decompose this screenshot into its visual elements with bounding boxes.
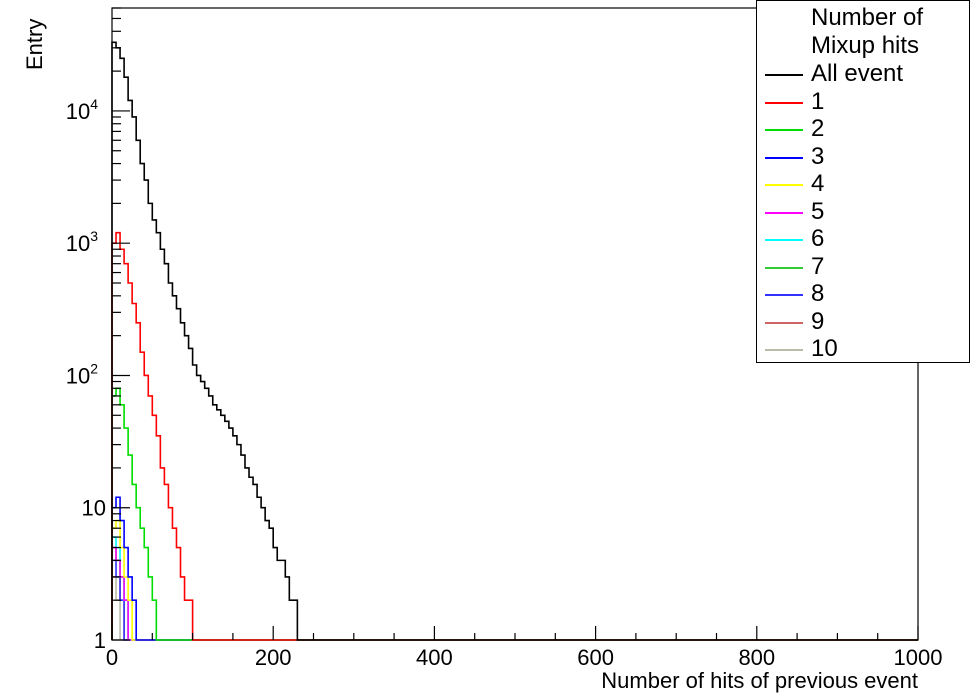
legend-entry: 9 (765, 307, 965, 336)
legend-label: All event (811, 60, 904, 87)
legend-title-line-1: Number of (811, 4, 924, 31)
legend-swatch (765, 129, 803, 131)
legend: Number of Mixup hits All event 1 2 3 4 5 6 7 8 9 1… (756, 0, 970, 363)
legend-entry: All event (765, 61, 965, 88)
legend-label: 5 (811, 197, 825, 225)
legend-swatch (765, 101, 803, 104)
series-line-8 (111, 559, 918, 641)
series-line-9 (111, 576, 918, 641)
y-axis-label: Entry (22, 18, 47, 70)
legend-swatch (765, 156, 803, 159)
legend-entry: 7 (765, 252, 965, 281)
y-tick-label: 10 (82, 496, 106, 521)
legend-swatch (765, 294, 803, 296)
y-tick-label: 1 (94, 628, 106, 653)
x-tick-label: 0 (106, 645, 118, 670)
y-tick-label: 104 (66, 96, 98, 124)
legend-label: 7 (811, 252, 825, 280)
legend-entry: 5 (765, 197, 965, 226)
series-line-4 (111, 519, 918, 641)
x-tick-label: 200 (255, 645, 292, 670)
series-line-7 (111, 546, 918, 641)
legend-swatch (765, 266, 803, 269)
legend-label: 1 (811, 87, 825, 115)
legend-swatch (765, 184, 803, 186)
series-line-6 (111, 536, 918, 641)
legend-label: 2 (811, 115, 825, 142)
legend-entry: 1 (765, 87, 965, 116)
legend-label: 3 (811, 142, 825, 170)
legend-label: 6 (811, 225, 825, 252)
legend-entry: 4 (765, 171, 965, 198)
y-tick-label: 102 (66, 360, 98, 388)
legend-entry: 8 (765, 281, 965, 308)
legend-label: 10 (811, 335, 838, 362)
series-line-all-event (111, 41, 918, 641)
x-axis-label: Number of hits of previous event (601, 668, 918, 693)
x-tick-label: 600 (577, 645, 614, 670)
legend-label: 9 (811, 307, 825, 335)
legend-label: 4 (811, 170, 825, 197)
legend-entry: 3 (765, 142, 965, 171)
series-line-3 (111, 496, 918, 641)
series-line-10 (111, 576, 918, 641)
legend-swatch (765, 74, 803, 76)
series-line-2 (111, 387, 918, 641)
legend-swatch (765, 211, 803, 214)
x-tick-label: 400 (416, 645, 453, 670)
legend-entry: 10 (765, 336, 965, 363)
legend-title-line-2: Mixup hits (811, 32, 920, 59)
x-tick-label: 1000 (894, 645, 943, 670)
y-tick-label: 103 (66, 228, 98, 256)
legend-swatch (765, 349, 803, 351)
legend-swatch (765, 239, 803, 241)
legend-label: 8 (811, 280, 825, 307)
series-line-1 (111, 231, 918, 641)
legend-entry: 2 (765, 116, 965, 143)
series-line-5 (111, 546, 918, 641)
x-tick-label: 800 (738, 645, 775, 670)
legend-entry: 6 (765, 226, 965, 253)
legend-swatch (765, 321, 803, 324)
